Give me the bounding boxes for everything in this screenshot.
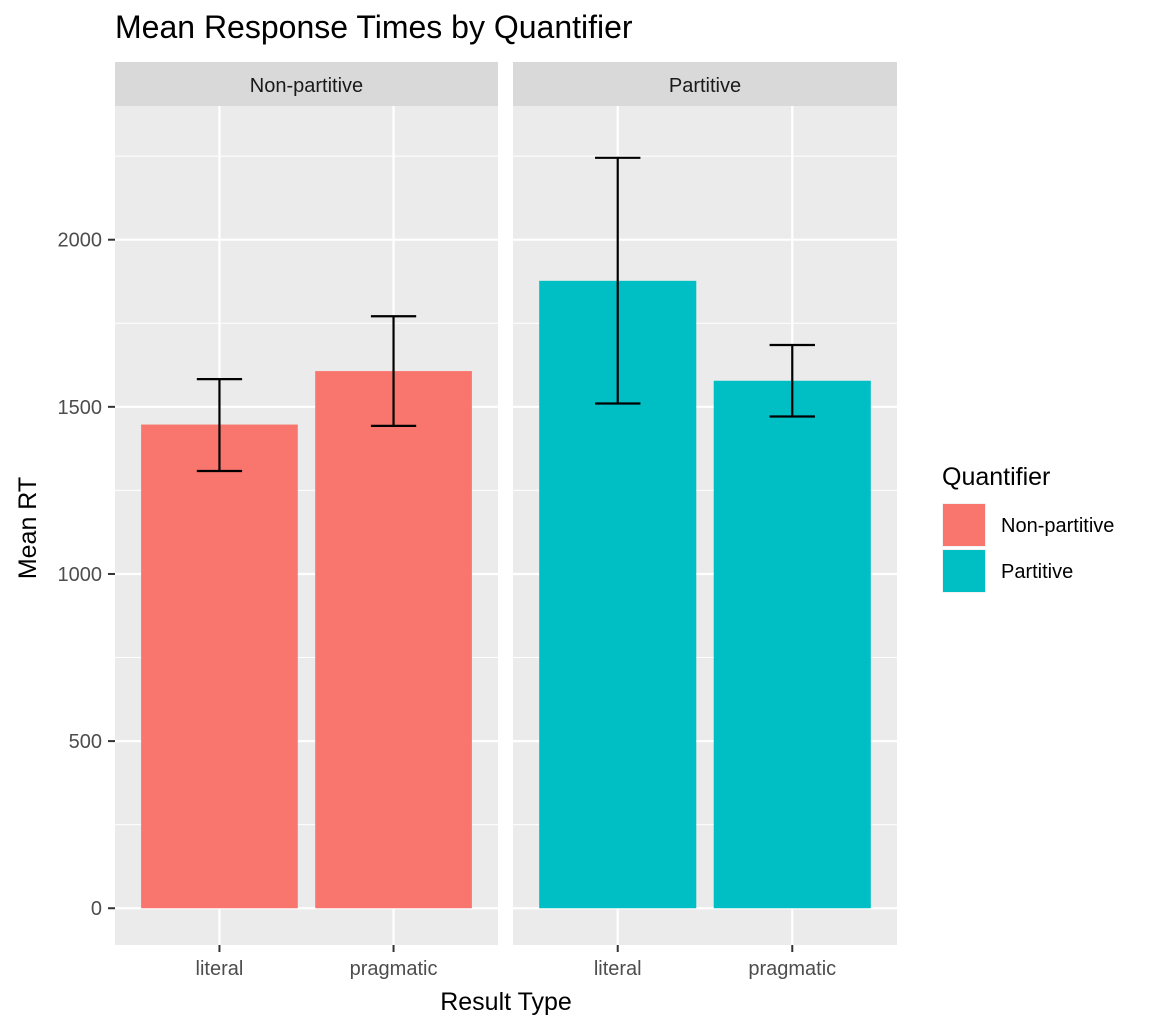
facet-strip [513,62,897,106]
y-tick-label: 1000 [58,564,103,586]
legend: Quantifier Non-partitive Partitive [942,463,1114,593]
legend-entry: Partitive [942,549,1073,593]
facet-panel: Partitive literal pragmatic [513,62,897,980]
y-tick-label: 0 [91,898,102,920]
legend-title: Quantifier [942,463,1050,491]
error-bar [370,315,417,427]
legend-entry: Non-partitive [942,503,1114,547]
y-tick-label: 500 [69,731,102,753]
bar [315,371,472,909]
facet-panel: Non-partitive literal pragmatic [115,62,498,980]
x-tick-label: pragmatic [350,958,438,980]
facet-panels: Non-partitive literal pragmatic Partitive li… [115,62,897,980]
error-bar [769,343,815,418]
error-bar [595,156,641,405]
y-axis-title: Mean RT [14,477,42,579]
error-bar [196,377,243,473]
legend-swatch [943,504,985,546]
bar [141,424,298,909]
facet-strip-label: Partitive [669,75,741,97]
chart-title: Mean Response Times by Quantifier [115,9,633,45]
x-tick-label: literal [594,958,642,980]
legend-label: Non-partitive [1001,515,1114,537]
legend-label: Partitive [1001,561,1073,583]
legend-swatch [943,550,985,592]
y-tick-label: 2000 [58,230,103,252]
y-tick-label: 1500 [58,397,103,419]
x-tick-label: pragmatic [748,958,836,980]
x-tick-label: literal [196,958,244,980]
y-axis: 0 500 1000 1500 2000 [58,230,115,920]
x-axis-title: Result Type [440,988,572,1016]
facet-strip [115,62,498,106]
bar [713,380,871,909]
facet-strip-label: Non-partitive [250,75,363,97]
